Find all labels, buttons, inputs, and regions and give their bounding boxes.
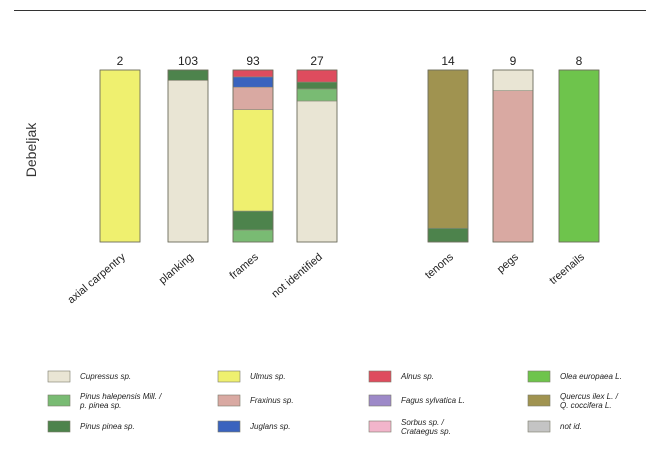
legend-swatch-2 (47, 420, 71, 433)
bar-outline-2 (232, 69, 274, 243)
legend-swatch-9 (527, 370, 551, 383)
legend-swatch-3 (217, 370, 241, 383)
count-label-6: 8 (576, 54, 583, 68)
legend-label-9: Olea europaea L. (560, 372, 622, 381)
legend-swatch-4 (217, 394, 241, 407)
count-label-0: 2 (117, 54, 124, 68)
legend-label-5: Juglans sp. (249, 422, 290, 431)
bar-outline-1 (167, 69, 209, 243)
bar-segment-olea-6 (558, 69, 600, 243)
bar-outline-6 (558, 69, 600, 243)
count-labels: 2 103 93 27 14 9 8 (117, 54, 583, 68)
category-label-2: frames (227, 251, 261, 282)
bar-outline-5 (492, 69, 534, 243)
bar-segment-pinus_hal-3 (296, 88, 338, 102)
count-label-2: 93 (246, 54, 260, 68)
bar-segment-pinus_hal-2 (232, 229, 274, 243)
legend-swatch-7 (368, 394, 392, 407)
legend-swatch-11 (527, 420, 551, 433)
category-label-6: treenails (547, 251, 587, 287)
bar-segment-fraxinus-2 (232, 86, 274, 110)
legend-swatch-10 (527, 394, 551, 407)
legend-label-2: Pinus pinea sp. (80, 422, 135, 431)
bar-outline-3 (296, 69, 338, 243)
bar-segment-ulmus-0 (99, 69, 141, 243)
count-label-1: 103 (178, 54, 198, 68)
top-rule (14, 10, 646, 11)
legend-label-1: Pinus halepensis Mill. / p. pinea sp. (79, 392, 162, 410)
category-label-1: planking (157, 251, 196, 287)
legend-label-4: Fraxinus sp. (250, 396, 294, 405)
legend-swatch-1 (47, 394, 71, 407)
bar-segment-pinus_pinea-2 (232, 210, 274, 231)
legend-swatch-8 (368, 420, 392, 433)
legend-swatch-5 (217, 420, 241, 433)
bar-outline-4 (427, 69, 469, 243)
bar-segment-juglans-2 (232, 76, 274, 88)
count-label-3: 27 (310, 54, 324, 68)
legend-label-8: Sorbus sp. / Crataegus sp. (401, 418, 451, 436)
bar-segment-quercus-4 (427, 69, 469, 229)
count-label-5: 9 (510, 54, 517, 68)
legend-label-11: not id. (560, 422, 582, 431)
y-axis-label: Debeljak (23, 122, 39, 177)
legend-swatch-6 (368, 370, 392, 383)
bars (99, 69, 600, 243)
bar-segment-ulmus-2 (232, 109, 274, 212)
legend-label-0: Cupressus sp. (80, 372, 131, 381)
category-label-4: tenons (423, 251, 456, 282)
bar-segment-alnus-3 (296, 69, 338, 83)
category-label-0: axial carpentry (65, 251, 128, 306)
legend: Cupressus sp. Pinus halepensis Mill. / p. … (47, 370, 622, 436)
legend-label-3: Ulmus sp. (250, 372, 286, 381)
count-label-4: 14 (441, 54, 455, 68)
category-labels: axial carpentry planking frames not identif… (65, 251, 587, 307)
legend-label-6: Alnus sp. (400, 372, 434, 381)
bar-segment-cupressus-1 (167, 80, 209, 243)
bar-segment-pegs_light-5 (492, 69, 534, 91)
category-label-3: not identified (269, 251, 325, 300)
bar-outline-0 (99, 69, 141, 243)
legend-label-10: Quercus ilex L. / Q. coccifera L. (560, 392, 619, 410)
bar-segment-alnus-2 (232, 69, 274, 78)
legend-label-7: Fagus sylvatica L. (401, 396, 465, 405)
bar-segment-fraxinus-5 (492, 90, 534, 243)
legend-swatch-0 (47, 370, 71, 383)
category-label-5: pegs (495, 251, 521, 276)
bar-segment-pinus_pinea-4 (427, 227, 469, 243)
bar-segment-cupressus-3 (296, 100, 338, 243)
bar-segment-pinus_pinea-3 (296, 81, 338, 90)
bar-segment-pinus_pinea-1 (167, 69, 209, 81)
